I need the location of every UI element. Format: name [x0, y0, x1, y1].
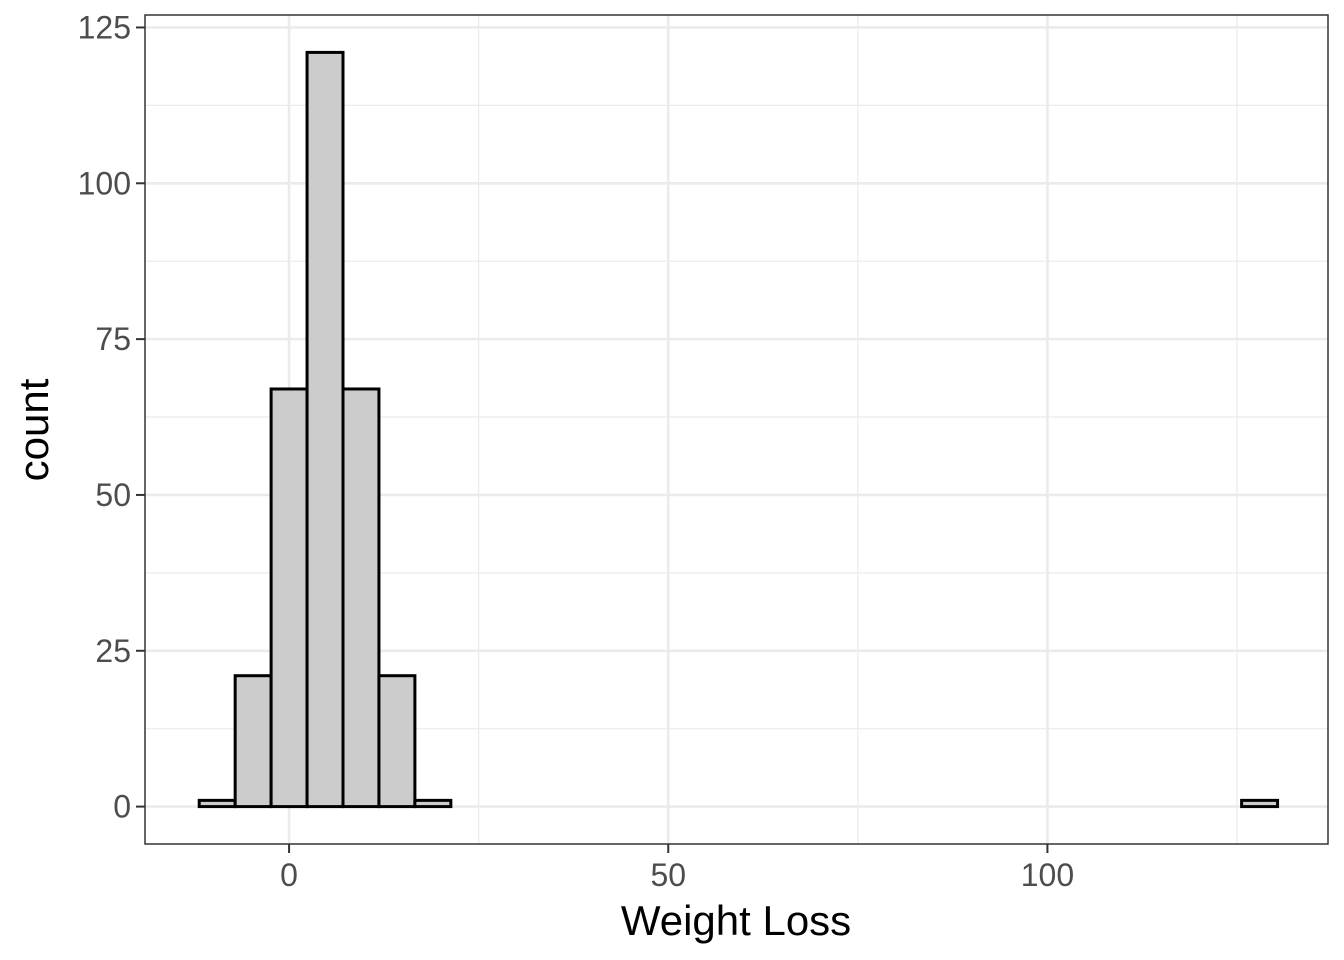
x-axis-ticks: 0 50 100: [280, 844, 1074, 893]
x-axis-title: Weight Loss: [621, 897, 851, 944]
histogram-bar: [269, 387, 309, 809]
y-tick-label: 125: [78, 9, 131, 45]
y-tick-label: 50: [95, 477, 131, 513]
x-tick-label: 100: [1021, 857, 1074, 893]
histogram-bar: [305, 50, 345, 809]
histogram-bar: [377, 674, 417, 809]
y-tick-label: 25: [95, 633, 131, 669]
y-axis-title: count: [10, 378, 57, 481]
histogram-bars: [197, 50, 1280, 809]
histogram-bar: [341, 387, 381, 809]
x-tick-label: 0: [280, 857, 298, 893]
panel-border: [144, 14, 1329, 845]
y-tick-label: 0: [113, 789, 131, 825]
y-tick-label: 100: [78, 165, 131, 201]
y-tick-label: 75: [95, 321, 131, 357]
histogram-bar: [1240, 798, 1280, 809]
histogram-bar: [413, 798, 453, 809]
y-axis-ticks: 0 25 50 75 100 125: [78, 9, 145, 825]
x-tick-label: 50: [650, 857, 686, 893]
histogram-bar: [197, 798, 237, 809]
histogram-bar: [233, 674, 273, 809]
